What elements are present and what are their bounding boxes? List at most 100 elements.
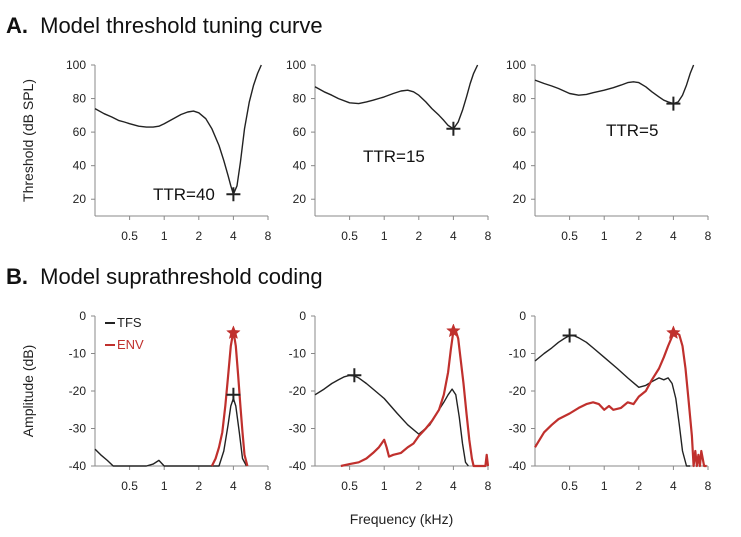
chart-b1: 0 -10 -20 -30 -40 0.5 1 2 4 8 Amplitude (dB) (20, 309, 272, 493)
panel-a-title: Model threshold tuning curve (40, 13, 323, 38)
y-tick-label: 20 (293, 192, 307, 206)
y-axis-label: Amplitude (dB) (20, 345, 36, 438)
x-tick-label: 1 (161, 479, 168, 493)
x-tick-label: 0.5 (121, 229, 138, 243)
x-tick-label: 2 (415, 479, 422, 493)
series-line-tfs (94, 397, 248, 467)
x-axis-label: Frequency (kHz) (350, 511, 453, 527)
x-tick-label: 1 (381, 479, 388, 493)
chart-a3: 20 40 60 80 100 0.5 1 2 4 8 TTR=5 (506, 58, 712, 243)
y-tick-label: 40 (513, 159, 527, 173)
peak-marker-plus (226, 387, 241, 402)
x-tick-label: 1 (601, 229, 608, 243)
x-tick-label: 2 (415, 229, 422, 243)
series-line-threshold (94, 64, 262, 195)
x-tick-label: 2 (195, 229, 202, 243)
y-tick-label: -10 (69, 347, 87, 361)
x-tick-label: 4 (450, 229, 457, 243)
peak-marker-plus (562, 328, 577, 343)
peak-marker-plus (347, 368, 362, 383)
x-tick-label: 4 (230, 479, 237, 493)
y-tick-label: -40 (289, 459, 307, 473)
x-tick-label: 4 (670, 229, 677, 243)
y-tick-label: 80 (293, 92, 307, 106)
series-line-env (534, 331, 707, 468)
ttr-annotation: TTR=15 (363, 147, 425, 166)
series-line-tfs (534, 334, 691, 467)
chart-a2: 20 40 60 80 100 0.5 1 2 4 8 TTR=15 (286, 58, 492, 243)
x-tick-label: 0.5 (341, 479, 358, 493)
y-tick-label: 0 (519, 309, 526, 323)
peak-marker-plus (226, 187, 241, 202)
x-tick-label: 4 (450, 479, 457, 493)
panel-a-letter: A. (6, 13, 28, 38)
legend: TFS ENV (105, 315, 144, 352)
y-tick-label: 20 (513, 192, 527, 206)
y-tick-label: -20 (289, 384, 307, 398)
y-tick-label: 60 (73, 125, 87, 139)
x-tick-label: 0.5 (561, 479, 578, 493)
y-tick-label: -30 (69, 422, 87, 436)
y-tick-label: -30 (509, 422, 527, 436)
x-tick-label: 8 (705, 479, 712, 493)
x-tick-label: 2 (195, 479, 202, 493)
series-line-env (210, 329, 249, 467)
y-tick-label: 80 (73, 92, 87, 106)
x-tick-label: 0.5 (121, 479, 138, 493)
x-tick-label: 1 (161, 229, 168, 243)
series-line-env (340, 329, 490, 468)
legend-label-env: ENV (117, 337, 144, 352)
x-tick-label: 8 (705, 229, 712, 243)
series-line-threshold (314, 64, 479, 130)
x-tick-label: 4 (670, 479, 677, 493)
y-tick-label: 80 (513, 92, 527, 106)
y-tick-label: -30 (289, 422, 307, 436)
y-tick-label: -10 (509, 347, 527, 361)
panel-b-title-text: B. Model suprathreshold coding (6, 264, 323, 289)
x-tick-label: 4 (230, 229, 237, 243)
x-tick-label: 8 (265, 229, 272, 243)
chart-b3: 0 -10 -20 -30 -40 0.5 1 2 4 8 (509, 309, 712, 493)
x-tick-label: 8 (485, 479, 492, 493)
y-tick-label: 0 (79, 309, 86, 323)
y-tick-label: 40 (293, 159, 307, 173)
y-tick-label: 100 (506, 58, 526, 72)
y-tick-label: 60 (513, 125, 527, 139)
y-tick-label: 60 (293, 125, 307, 139)
x-tick-label: 8 (485, 229, 492, 243)
series-line-threshold (534, 64, 695, 105)
x-tick-label: 0.5 (561, 229, 578, 243)
y-tick-label: -20 (509, 384, 527, 398)
y-tick-label: 40 (73, 159, 87, 173)
y-tick-label: 0 (299, 309, 306, 323)
peak-marker-star (666, 325, 681, 340)
y-tick-label: -40 (69, 459, 87, 473)
y-tick-label: -40 (509, 459, 527, 473)
x-tick-label: 0.5 (341, 229, 358, 243)
peak-marker-plus (666, 96, 681, 111)
x-tick-label: 8 (265, 479, 272, 493)
y-tick-label: -20 (69, 384, 87, 398)
chart-b2: 0 -10 -20 -30 -40 0.5 1 2 4 8 Frequency (kHz) (289, 309, 492, 527)
y-tick-label: 100 (286, 58, 306, 72)
series-line-tfs (314, 374, 469, 467)
panel-a-title-text: A. Model threshold tuning curve (6, 13, 323, 38)
panel-b-letter: B. (6, 264, 28, 289)
y-tick-label: -10 (289, 347, 307, 361)
y-axis-label: Threshold (dB SPL) (20, 79, 36, 202)
peak-marker-plus (446, 121, 461, 136)
x-tick-label: 1 (381, 229, 388, 243)
x-tick-label: 2 (635, 229, 642, 243)
ttr-annotation: TTR=5 (606, 121, 658, 140)
peak-marker-star (226, 325, 241, 340)
x-tick-label: 2 (635, 479, 642, 493)
y-tick-label: 100 (66, 58, 86, 72)
legend-label-tfs: TFS (117, 315, 142, 330)
peak-marker-star (446, 323, 461, 338)
y-tick-label: 20 (73, 192, 87, 206)
ttr-annotation: TTR=40 (153, 185, 215, 204)
chart-a1: 20 40 60 80 100 0.5 1 2 4 8 Threshold (dB SPL) TTR=… (20, 58, 272, 243)
panel-b-title: Model suprathreshold coding (40, 264, 323, 289)
